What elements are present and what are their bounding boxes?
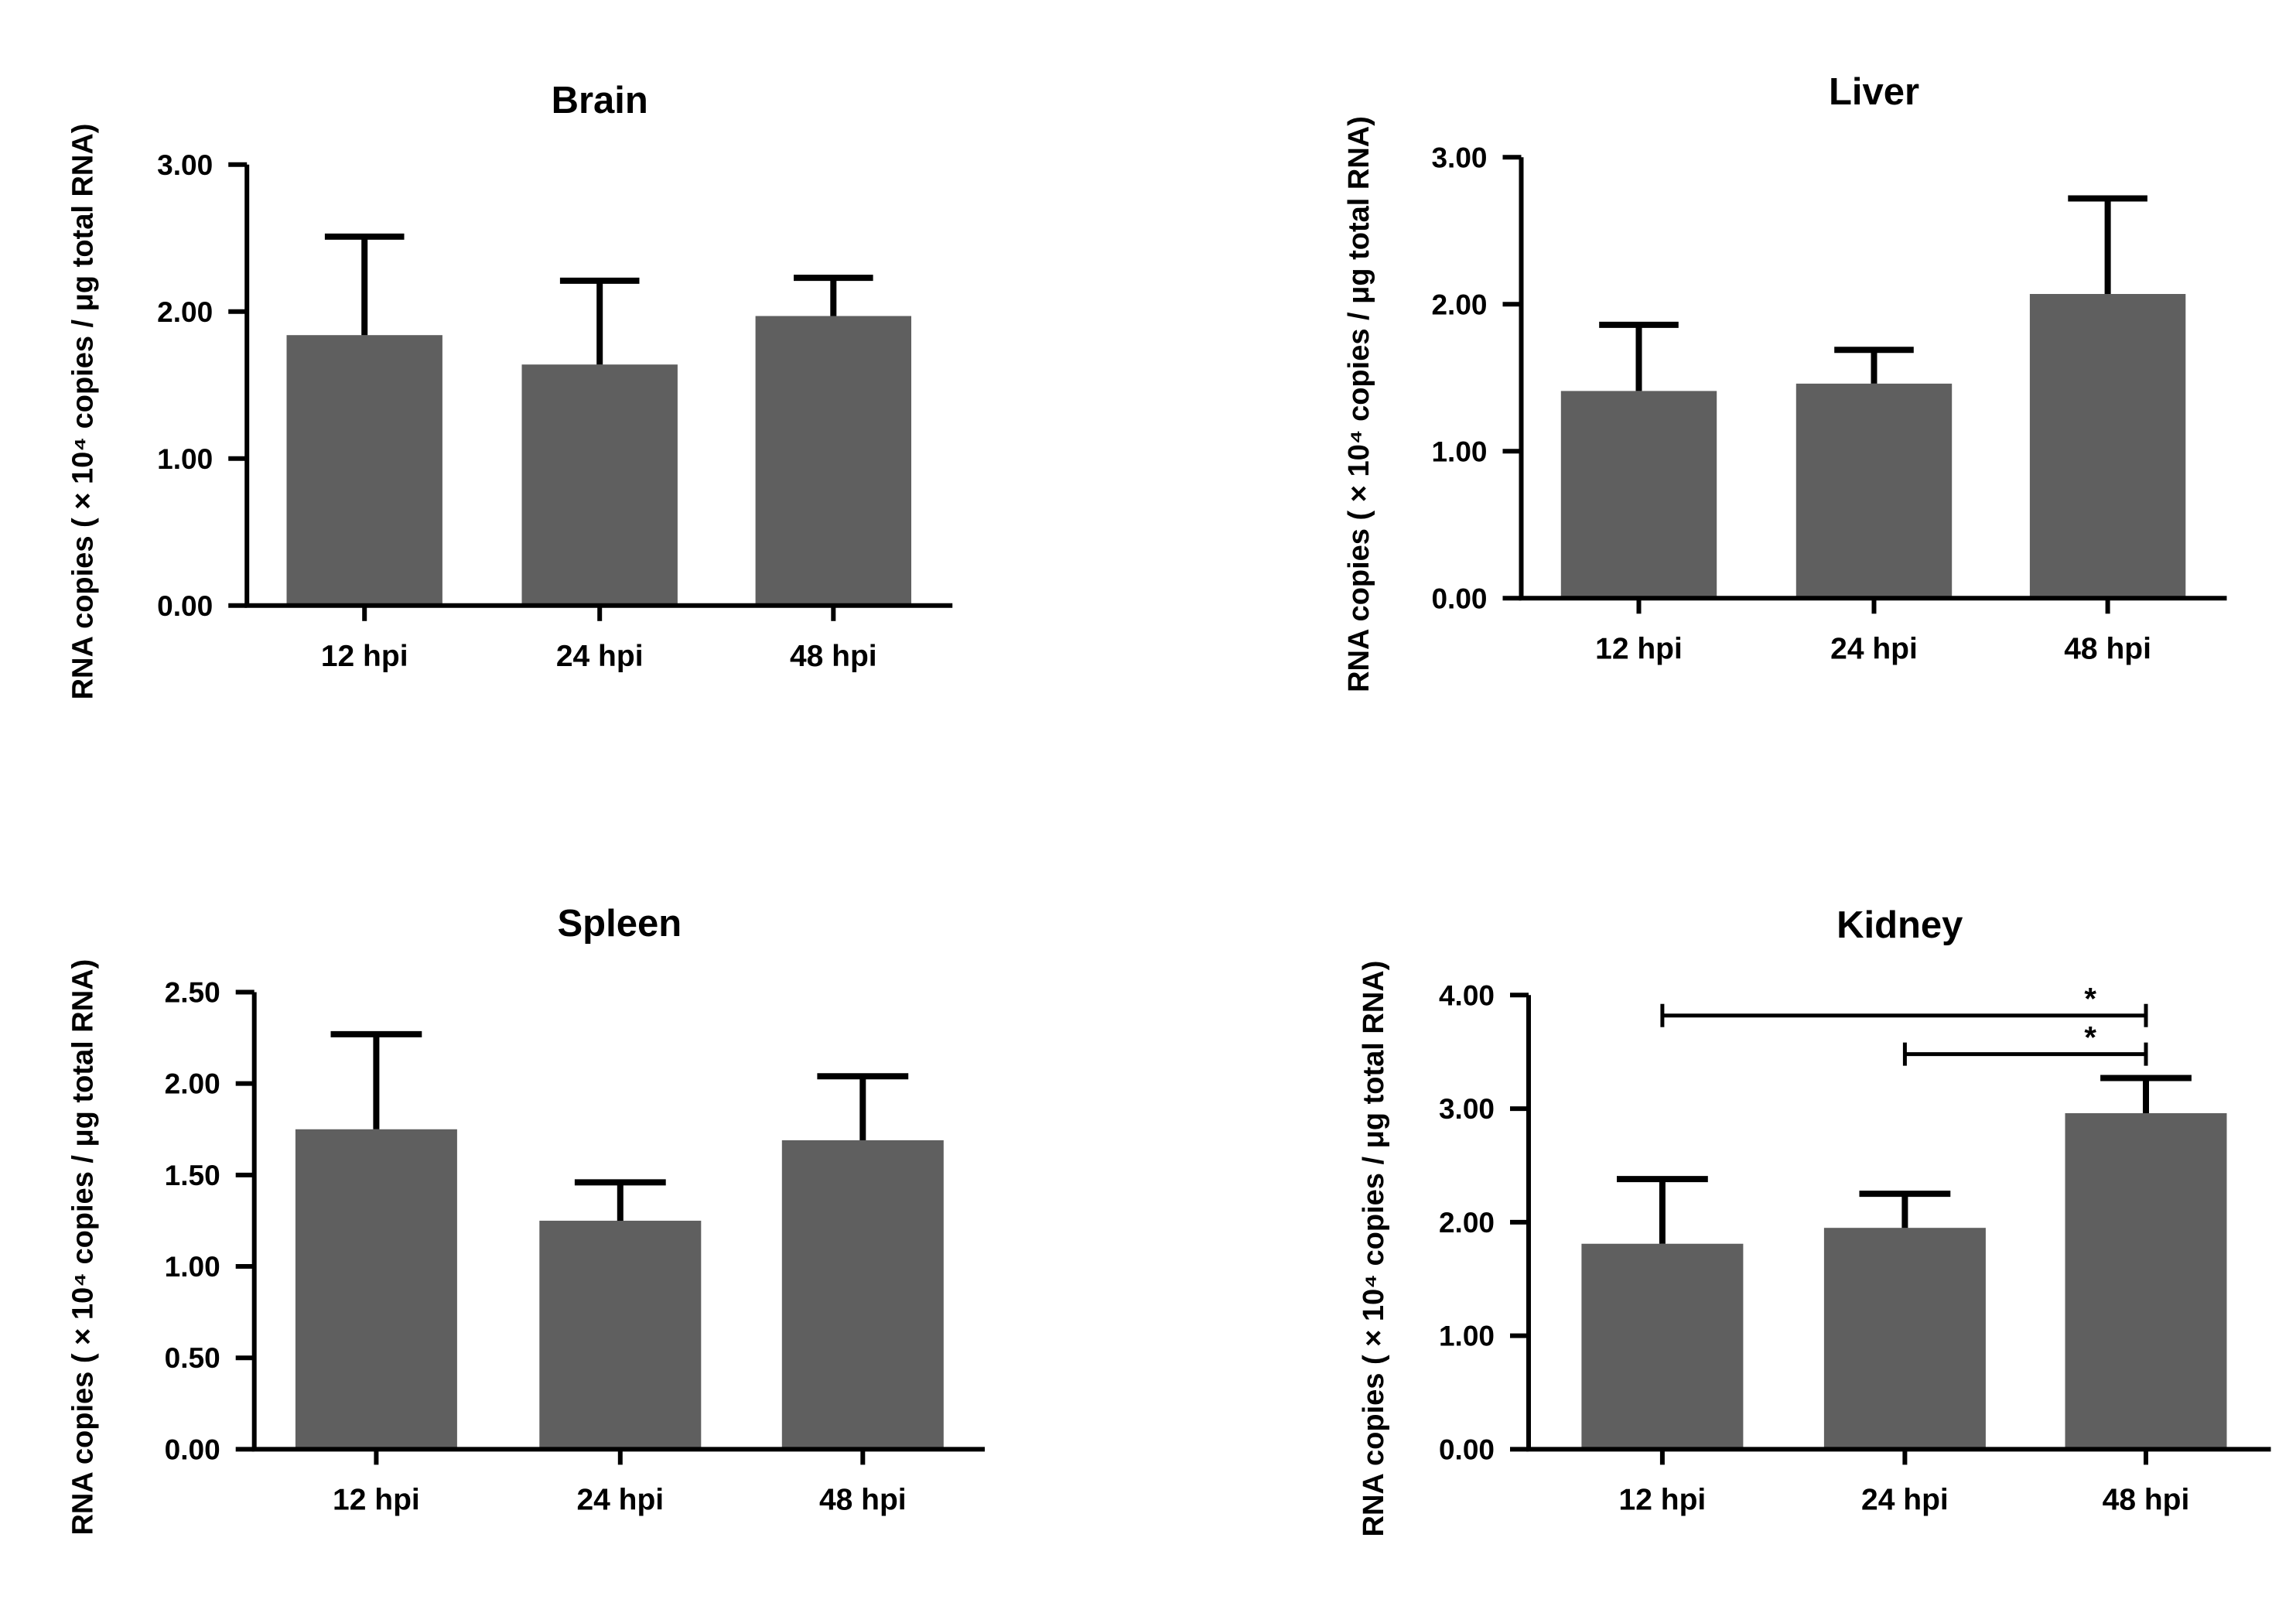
- y-tick-label: 2.00: [157, 296, 213, 328]
- y-tick-label: 0.00: [157, 590, 213, 622]
- y-tick-label: 0.50: [165, 1342, 220, 1374]
- y-axis-label: RNA copies ( × 10⁴ copies / μg total RNA…: [67, 959, 100, 1536]
- y-tick-label: 2.50: [165, 977, 220, 1009]
- y-tick-label: 3.00: [157, 149, 213, 181]
- bar: [755, 316, 911, 606]
- x-tick-label: 48 hpi: [790, 640, 877, 673]
- y-tick-label: 1.00: [157, 443, 213, 475]
- y-tick-label: 2.00: [1439, 1207, 1495, 1239]
- bar: [2029, 294, 2186, 599]
- bar: [521, 364, 678, 606]
- x-tick-label: 12 hpi: [1595, 632, 1683, 665]
- x-tick-label: 48 hpi: [2064, 632, 2151, 665]
- bar: [1795, 383, 1953, 599]
- chart-title: Brain: [552, 80, 648, 121]
- y-tick-label: 1.00: [165, 1251, 220, 1283]
- y-tick-label: 2.00: [165, 1068, 220, 1100]
- y-tick-label: 4.00: [1439, 979, 1495, 1011]
- bar: [2065, 1112, 2227, 1450]
- bar: [781, 1140, 944, 1450]
- y-tick-label: 3.00: [1439, 1093, 1495, 1125]
- y-tick-label: 2.00: [1431, 289, 1487, 320]
- panel-spleen: Spleen RNA copies ( × 10⁴ copies / μg tot…: [67, 903, 985, 1536]
- x-tick-label: 24 hpi: [556, 640, 644, 673]
- y-tick-label: 3.00: [1431, 142, 1487, 173]
- x-tick-label: 24 hpi: [576, 1483, 664, 1516]
- x-tick-label: 24 hpi: [1830, 632, 1918, 665]
- chart-title: Spleen: [558, 903, 682, 945]
- y-axis-label: RNA copies ( × 10⁴ copies / μg total RNA…: [1343, 116, 1375, 692]
- bar: [539, 1220, 702, 1450]
- x-tick-label: 48 hpi: [819, 1483, 907, 1516]
- panel-brain: Brain RNA copies ( × 10⁴ copies / μg tota…: [67, 80, 953, 699]
- bar: [1581, 1243, 1744, 1450]
- x-tick-label: 24 hpi: [1861, 1483, 1949, 1516]
- y-tick-label: 1.00: [1439, 1321, 1495, 1352]
- y-tick-label: 0.00: [165, 1433, 220, 1465]
- y-tick-label: 1.50: [165, 1160, 220, 1191]
- x-tick-label: 48 hpi: [2103, 1483, 2190, 1516]
- bar: [1823, 1228, 1986, 1450]
- panel-kidney: Kidney RNA copies ( × 10⁴ copies / μg tot…: [1358, 904, 2271, 1536]
- y-tick-label: 0.00: [1439, 1433, 1495, 1465]
- bar: [286, 335, 442, 606]
- panel-liver: Liver RNA copies ( × 10⁴ copies / μg tota…: [1343, 71, 2227, 692]
- y-tick-label: 0.00: [1431, 583, 1487, 614]
- x-tick-label: 12 hpi: [333, 1483, 420, 1516]
- y-axis-label: RNA copies ( × 10⁴ copies / μg total RNA…: [1358, 961, 1390, 1537]
- bar: [295, 1129, 457, 1450]
- x-tick-label: 12 hpi: [321, 640, 408, 673]
- significance-label: *: [2084, 982, 2096, 1017]
- chart-title: Kidney: [1836, 904, 1963, 946]
- significance-label: *: [2084, 1021, 2096, 1055]
- y-axis-label: RNA copies ( × 10⁴ copies / μg total RNA…: [67, 124, 100, 700]
- x-tick-label: 12 hpi: [1619, 1483, 1707, 1516]
- chart-title: Liver: [1829, 71, 1919, 113]
- bar: [1560, 391, 1717, 599]
- y-tick-label: 1.00: [1431, 436, 1487, 467]
